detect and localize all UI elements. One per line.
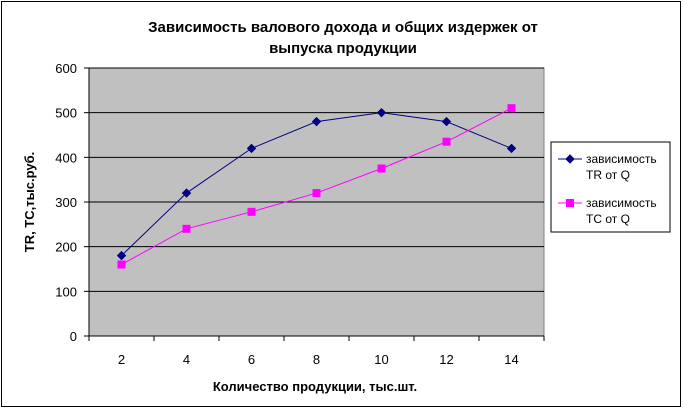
series-tr-point <box>506 143 517 154</box>
x-tick-label: 14 <box>504 352 518 367</box>
gridlines <box>89 67 544 292</box>
y-tick-label: 0 <box>70 329 77 344</box>
chart-canvas: Зависимость валового дохода и общих изде… <box>22 19 671 394</box>
series-tc-point <box>377 164 386 173</box>
series-tr-point <box>181 188 192 198</box>
y-axis-label: TR, TC,тыс.руб. <box>22 152 37 252</box>
chart-title-line-1: Зависимость валового дохода и общих изде… <box>148 19 538 36</box>
x-tick-label: 6 <box>248 352 255 367</box>
legend-tr-marker <box>565 154 575 164</box>
legend-items: зависимость TR от Q зависимость TC от Q <box>558 152 657 226</box>
x-tick-label: 2 <box>118 352 125 367</box>
series-tr-point <box>441 116 452 127</box>
y-tick-label: 200 <box>55 240 77 255</box>
y-tick-label: 300 <box>55 195 77 210</box>
chart-frame: Зависимость валового дохода и общих изде… <box>1 1 681 407</box>
x-tick-label: 10 <box>374 352 388 367</box>
series-tc <box>117 104 516 269</box>
y-tick-label: 500 <box>55 106 77 121</box>
legend-tr-label: зависимость <box>586 152 657 166</box>
series-tr-point <box>246 143 257 154</box>
y-tick-label: 100 <box>55 284 77 299</box>
series-tr-point <box>376 107 387 118</box>
series-tr-point <box>116 250 127 261</box>
legend-tc-label: зависимость <box>586 196 657 210</box>
series-tc-point <box>442 137 451 146</box>
y-tick-label: 400 <box>55 150 77 165</box>
x-tick-label: 12 <box>439 352 453 367</box>
series-tc-point <box>182 224 191 233</box>
legend-tr-label: TR от Q <box>586 168 630 182</box>
chart-title-line-2: выпуска продукции <box>269 40 417 57</box>
x-axis-ticks: 2 4 6 8 10 12 14 <box>88 336 545 367</box>
y-tick-label: 600 <box>55 61 77 76</box>
series-tc-point <box>312 189 321 198</box>
series-layer <box>116 104 517 269</box>
series-tc-point <box>507 104 516 113</box>
series-tr-point <box>311 116 322 127</box>
legend: зависимость TR от Q зависимость TC от Q <box>550 141 671 233</box>
y-axis-ticks: 0 100 200 300 400 500 600 <box>55 61 544 344</box>
series-tc-point <box>247 207 256 216</box>
x-axis-label: Количество продукции, тыс.шт. <box>213 379 417 394</box>
series-tc-point <box>117 260 126 269</box>
legend-tc-marker <box>566 199 574 207</box>
x-tick-label: 8 <box>313 352 320 367</box>
series-tr <box>116 107 517 261</box>
legend-tc-label: TC от Q <box>586 212 630 226</box>
x-tick-label: 4 <box>183 352 190 367</box>
